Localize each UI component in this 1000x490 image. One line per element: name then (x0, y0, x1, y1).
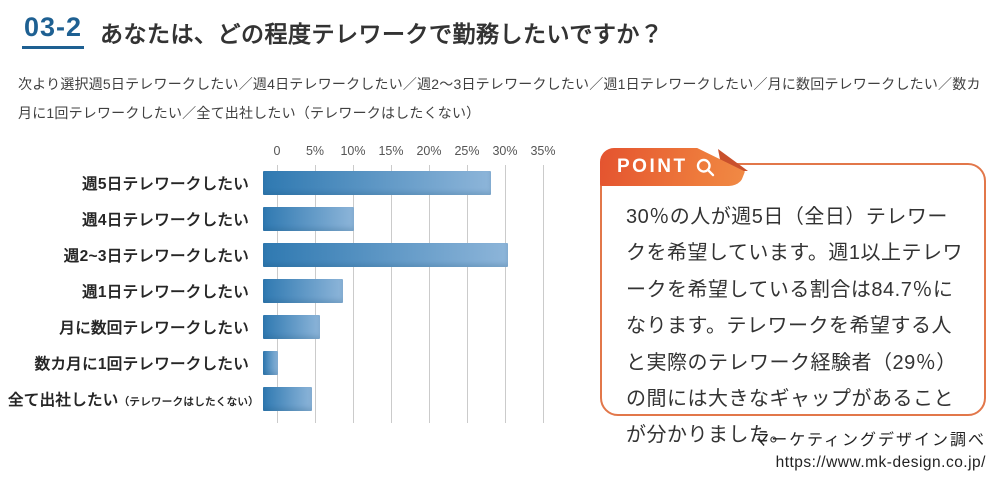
gridline (505, 165, 506, 423)
magnifier-icon (696, 158, 714, 176)
point-text: 30％の人が週5日（全日）テレワークを希望しています。週1以上テレワークを希望し… (626, 206, 964, 447)
category-label: 数カ月に1回テレワークしたい (34, 356, 249, 373)
category-label: 週5日テレワークしたい (82, 176, 249, 193)
bar-track (263, 171, 563, 195)
source-attribution: マーケティングデザイン調べ https://www.mk-design.co.j… (753, 430, 986, 474)
category-note: （テレワークはしたくない） (118, 396, 260, 408)
gridline (543, 165, 544, 423)
bar-track (263, 207, 563, 231)
page-title: あなたは、どの程度テレワークで勤務したいですか？ (100, 21, 664, 47)
bar-track (263, 243, 563, 267)
category-label: 月に数回テレワークしたい (59, 320, 249, 337)
gridline (467, 165, 468, 423)
x-axis-tick: 25% (454, 144, 480, 158)
gridline (353, 165, 354, 423)
x-axis: 0 5% 10% 15% 20% 25% 30% 35% (273, 144, 577, 165)
gridline (391, 165, 392, 423)
answer-options-text: 次より選択週5日テレワークしたい／週4日テレワークしたい／週2～3日テレワークし… (18, 76, 981, 121)
chart-row: 週5日テレワークしたい (8, 165, 593, 201)
category-label: 週1日テレワークしたい (82, 284, 249, 301)
chart-row: 数カ月に1回テレワークしたい (8, 345, 593, 381)
chart-plot-area: 週5日テレワークしたい 週4日テレワークしたい週2~3日テレワークしたい週1日テレ… (8, 165, 593, 423)
point-panel: 30％の人が週5日（全日）テレワークを希望しています。週1以上テレワークを希望し… (600, 163, 986, 446)
bar-track (263, 387, 563, 411)
x-axis-tick: 15% (378, 144, 404, 158)
x-axis-tick: 5% (305, 144, 325, 158)
x-axis-tick: 35% (530, 144, 556, 158)
chart-row: 週1日テレワークしたい (8, 273, 593, 309)
bar-track (263, 315, 563, 339)
bar (263, 279, 343, 303)
bar (263, 387, 313, 411)
page-header: 03-2 あなたは、どの程度テレワークで勤務したいですか？ (22, 12, 664, 49)
chart-row: 週4日テレワークしたい (8, 201, 593, 237)
source-url: https://www.mk-design.co.jp/ (775, 454, 986, 472)
question-number: 03-2 (22, 12, 85, 49)
source-name: マーケティングデザイン調べ (753, 432, 986, 449)
category-label: 週2~3日テレワークしたい (63, 248, 249, 265)
bar (263, 243, 508, 267)
bar-track (263, 351, 563, 375)
bar (263, 315, 320, 339)
category-label: 週4日テレワークしたい (82, 212, 249, 229)
category-label: 全て出社したい（テレワークはしたくない） (8, 392, 260, 409)
bar (263, 171, 491, 195)
gridline (429, 165, 430, 423)
chart-row: 全て出社したい（テレワークはしたくない） (8, 381, 593, 417)
bar (263, 351, 279, 375)
point-tag-label: POINT (617, 156, 688, 177)
x-axis-tick: 10% (340, 144, 366, 158)
chart-row: 月に数回テレワークしたい (8, 309, 593, 345)
x-axis-tick: 30% (492, 144, 518, 158)
point-callout: POINT 30％の人が週5日（全日）テレワークを希望しています。週1以上テレワ… (600, 148, 986, 446)
x-axis-tick: 0 (273, 144, 281, 158)
bar-chart: 0 5% 10% 15% 20% 25% 30% 35% 週5日テレワークしたい 週4日テレワー… (8, 144, 593, 423)
chart-row: 週2~3日テレワークしたい (8, 237, 593, 273)
bar-track (263, 279, 563, 303)
bar (263, 207, 355, 231)
x-axis-tick: 20% (416, 144, 442, 158)
